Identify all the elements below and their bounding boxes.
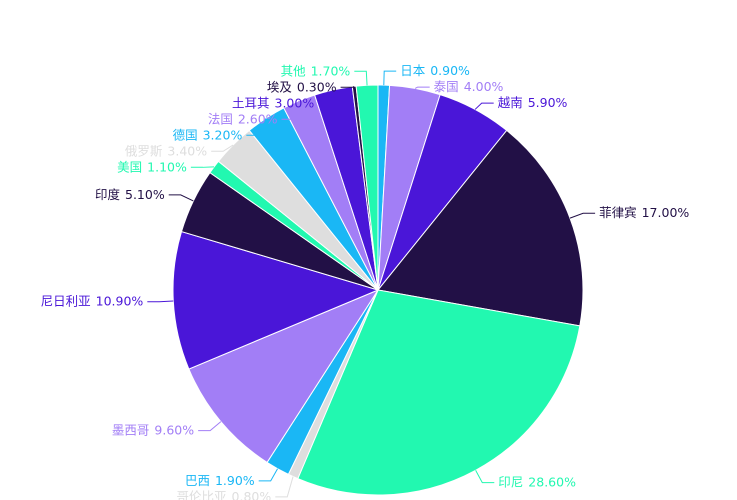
slice-name: 巴西 <box>185 472 210 487</box>
slice-name: 其他 <box>281 63 307 78</box>
slice-label: 尼日利亚 10.90% <box>41 293 144 308</box>
leader-line <box>383 70 397 86</box>
slice-label: 埃及 0.30% <box>267 79 337 94</box>
slice-value: 17.00% <box>642 205 690 220</box>
slice-value: 1.70% <box>311 63 351 78</box>
slice-label: 哥伦比亚 0.80% <box>177 488 272 500</box>
slice-value: 9.60% <box>154 422 194 437</box>
pie-slice <box>377 129 584 327</box>
slice-label: 泰国 4.00% <box>434 79 504 94</box>
leader-line <box>275 476 294 498</box>
slice-label: 其他 1.70% <box>281 63 351 78</box>
pie-slice <box>188 288 380 464</box>
leader-line <box>414 86 430 89</box>
slice-name: 日本 <box>400 63 426 78</box>
slice-value: 5.90% <box>528 95 568 110</box>
slice-name: 印尼 <box>498 474 523 489</box>
slice-name: 德国 <box>173 127 198 142</box>
leader-line <box>318 89 334 104</box>
leader-line <box>168 194 194 202</box>
leader-line <box>354 70 368 86</box>
leader-line <box>475 470 495 484</box>
slice-value: 1.10% <box>147 159 187 174</box>
slice-name: 墨西哥 <box>112 422 150 437</box>
slice-value: 0.80% <box>232 488 272 500</box>
slice-value: 10.90% <box>96 293 144 308</box>
slice-value: 0.30% <box>297 79 337 94</box>
slice-value: 3.40% <box>167 143 207 158</box>
leader-line <box>147 300 174 303</box>
slice-name: 尼日利亚 <box>41 293 91 308</box>
leader-line <box>281 100 300 120</box>
slice-label: 越南 5.90% <box>498 95 568 110</box>
slice-label: 俄罗斯 3.40% <box>125 143 207 158</box>
slice-label: 法国 2.60% <box>208 111 278 126</box>
slice-label: 巴西 1.90% <box>185 472 255 487</box>
slice-name: 美国 <box>117 159 142 174</box>
slice-name: 法国 <box>208 111 233 126</box>
slice-name: 哥伦比亚 <box>177 488 227 500</box>
slice-value: 0.90% <box>430 63 470 78</box>
slice-value: 3.20% <box>203 127 243 142</box>
slice-value: 28.60% <box>528 474 576 489</box>
slice-value: 5.10% <box>125 186 165 201</box>
slice-value: 1.90% <box>215 472 255 487</box>
slice-name: 菲律宾 <box>599 205 637 220</box>
leader-line <box>198 421 222 432</box>
slice-name: 印度 <box>95 186 121 201</box>
slice-value: 2.60% <box>238 111 278 126</box>
slice-label: 印度 5.10% <box>95 186 165 201</box>
slice-name: 俄罗斯 <box>125 143 163 158</box>
slice-label: 土耳其 3.00% <box>232 95 314 110</box>
slice-label: 墨西哥 9.60% <box>112 422 194 437</box>
slice-value: 3.00% <box>275 95 315 110</box>
slice-label: 德国 3.20% <box>173 127 243 142</box>
slice-name: 越南 <box>498 95 523 110</box>
leader-line <box>258 468 278 482</box>
leader-line <box>246 118 267 136</box>
slice-label: 印尼 28.60% <box>498 474 576 489</box>
slice-label: 日本 0.90% <box>400 63 470 78</box>
slice-name: 埃及 <box>267 79 293 94</box>
slice-name: 土耳其 <box>232 95 270 110</box>
slice-name: 泰国 <box>434 79 459 94</box>
slice-label: 菲律宾 17.00% <box>599 205 689 220</box>
slice-label: 美国 1.10% <box>117 159 187 174</box>
slice-value: 4.00% <box>464 79 504 94</box>
leader-line <box>340 85 355 88</box>
leader-line <box>569 212 596 219</box>
pie-slice <box>297 289 581 496</box>
leader-line <box>474 102 494 110</box>
leader-line <box>211 144 234 152</box>
